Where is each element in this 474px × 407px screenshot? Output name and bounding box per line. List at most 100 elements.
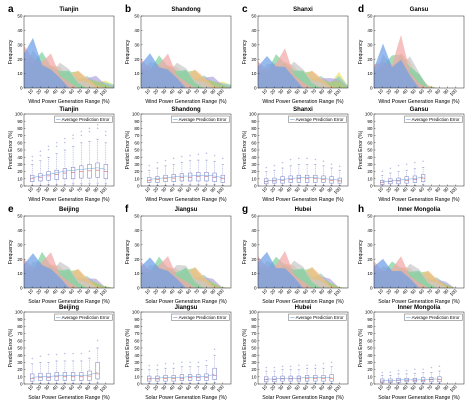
panel-letter: h	[358, 204, 364, 215]
x-tick-label: 60	[302, 88, 309, 95]
x-tick-label: 40	[168, 288, 175, 295]
box	[71, 167, 76, 180]
x-tick-label: 20	[152, 288, 159, 295]
y-tick-label: 90	[367, 317, 373, 322]
y-tick-label: 10	[17, 71, 23, 76]
x-tick-label: 100	[99, 88, 108, 97]
outlier-point: +	[148, 164, 150, 168]
x-tick-label: 60	[418, 186, 425, 193]
area-series-1	[141, 53, 231, 88]
panel-title: Tianjin	[59, 7, 79, 13]
x-tick-label: 80	[201, 384, 208, 391]
box	[264, 376, 269, 383]
y-tick-label: 10	[367, 176, 373, 181]
x-tick-label: 30	[43, 384, 50, 391]
x-tick-label: 60	[302, 384, 309, 391]
x-tick-label: 50	[294, 288, 301, 295]
x-axis-label: Solar Power Generation Range (%)	[28, 395, 110, 401]
x-tick-label: 10	[144, 384, 151, 391]
outlier-point: +	[273, 164, 275, 168]
y-tick-label: 80	[251, 126, 257, 131]
x-tick-label: 90	[442, 88, 449, 95]
outlier-point: +	[314, 363, 316, 367]
outlier-point: +	[214, 154, 216, 158]
x-tick-label: 50	[410, 88, 417, 95]
box	[272, 177, 277, 184]
outlier-point: +	[156, 161, 158, 165]
y-tick-label: 0	[137, 184, 140, 189]
x-tick-label: 10	[261, 88, 268, 95]
x-tick-label: 40	[401, 186, 408, 193]
box	[296, 375, 301, 382]
outlier-point: +	[314, 158, 316, 162]
y-tick-label: 40	[251, 28, 257, 33]
x-tick-label: 40	[401, 384, 408, 391]
x-tick-label: 100	[99, 384, 108, 393]
x-tick-label: 20	[35, 384, 42, 391]
x-axis-label: Wind Power Generation Range (%)	[145, 99, 227, 105]
x-axis-label: Solar Power Generation Range (%)	[145, 299, 227, 305]
outlier-point: +	[290, 158, 292, 162]
area-series-1	[374, 43, 464, 88]
outlier-point: +	[205, 152, 207, 156]
x-tick-label: 30	[43, 186, 50, 193]
x-tick-label: 50	[410, 384, 417, 391]
x-tick-label: 40	[285, 288, 292, 295]
x-tick-label: 100	[449, 186, 458, 195]
outlier-point: +	[265, 366, 267, 370]
area-series-1	[24, 37, 114, 88]
outlier-point: +	[64, 141, 66, 145]
x-tick-label: 90	[92, 288, 99, 295]
y-tick-label: 30	[134, 162, 140, 167]
box	[212, 367, 217, 380]
x-tick-label: 20	[269, 186, 276, 193]
plot-frame	[23, 311, 115, 385]
y-tick-label: 50	[17, 14, 23, 19]
x-tick-label: 60	[68, 88, 75, 95]
x-tick-label: 40	[401, 88, 408, 95]
outlier-point: +	[298, 363, 300, 367]
panel-title: Jiangsu	[175, 207, 198, 213]
outlier-point: +	[173, 362, 175, 366]
x-axis-label: Wind Power Generation Range (%)	[262, 197, 344, 203]
box	[329, 374, 334, 382]
y-tick-label: 40	[367, 228, 373, 233]
y-tick-label: 30	[251, 360, 257, 365]
area-series-1	[374, 258, 464, 288]
x-tick-label: 30	[277, 186, 284, 193]
x-tick-label: 50	[294, 88, 301, 95]
y-tick-label: 50	[17, 148, 23, 153]
x-tick-label: 70	[310, 88, 317, 95]
y-tick-label: 60	[367, 338, 373, 343]
x-tick-label: 70	[310, 384, 317, 391]
x-tick-label: 30	[160, 88, 167, 95]
x-tick-label: 70	[193, 288, 200, 295]
outlier-point: +	[273, 366, 275, 370]
panel-title: Inner Mongolia	[398, 207, 441, 213]
plot-frame	[23, 113, 115, 187]
x-tick-label: 70	[76, 186, 83, 193]
plot-frame	[23, 15, 115, 89]
legend-box	[404, 115, 463, 123]
outlier-point: +	[97, 126, 99, 130]
x-tick-label: 10	[377, 288, 384, 295]
x-tick-label: 100	[216, 288, 225, 297]
panel-letter: b	[125, 4, 131, 15]
x-tick-label: 100	[449, 384, 458, 393]
y-tick-label: 100	[132, 310, 140, 315]
y-tick-label: 10	[17, 176, 23, 181]
y-tick-label: 70	[17, 331, 23, 336]
outlier-point: +	[422, 160, 424, 164]
y-tick-label: 40	[17, 28, 23, 33]
x-tick-label: 70	[426, 384, 433, 391]
y-tick-label: 50	[134, 346, 140, 351]
y-tick-label: 40	[134, 28, 140, 33]
x-tick-label: 20	[269, 384, 276, 391]
area-series-1	[258, 251, 348, 288]
legend-label: Average Prediction Error	[412, 315, 461, 320]
panel-letter: f	[125, 204, 129, 215]
panel-letter: c	[242, 4, 248, 15]
legend-box	[54, 115, 113, 123]
box	[272, 376, 277, 383]
